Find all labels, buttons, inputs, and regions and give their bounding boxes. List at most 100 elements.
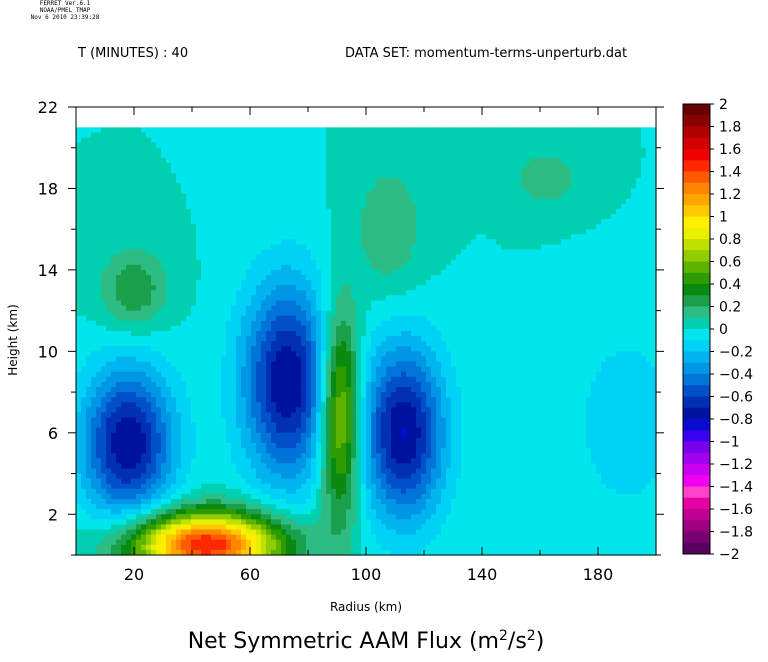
field-cell xyxy=(456,198,462,205)
field-cell xyxy=(476,178,482,184)
field-cell xyxy=(266,275,272,281)
field-cell xyxy=(211,315,217,322)
field-cell xyxy=(651,163,657,169)
field-cell xyxy=(396,234,402,240)
field-cell xyxy=(411,325,417,332)
field-cell xyxy=(196,127,202,134)
field-cell xyxy=(476,320,482,327)
field-cell xyxy=(546,295,552,302)
field-cell xyxy=(501,305,507,312)
field-cell xyxy=(146,234,152,240)
field-cell xyxy=(246,275,252,281)
field-cell xyxy=(221,173,227,179)
field-cell xyxy=(601,320,607,327)
field-cell xyxy=(286,198,292,205)
field-cell xyxy=(236,244,242,251)
field-cell xyxy=(381,173,387,179)
field-cell xyxy=(646,142,652,149)
field-cell xyxy=(241,239,247,246)
field-cell xyxy=(631,320,637,327)
field-cell xyxy=(591,331,597,337)
field-cell xyxy=(526,229,532,235)
field-cell xyxy=(231,285,237,291)
field-cell xyxy=(501,249,507,256)
field-cell xyxy=(371,157,377,164)
field-cell xyxy=(401,183,407,190)
field-cell xyxy=(516,137,522,144)
field-cell xyxy=(111,203,117,210)
field-cell xyxy=(566,295,572,302)
field-cell xyxy=(221,229,227,235)
field-cell xyxy=(316,188,322,195)
field-cell xyxy=(146,173,152,179)
field-cell xyxy=(131,132,137,139)
field-cell xyxy=(501,168,507,174)
field-cell xyxy=(471,132,477,139)
field-cell xyxy=(301,239,307,246)
field-cell xyxy=(171,249,177,256)
field-cell xyxy=(101,305,107,312)
field-cell xyxy=(421,300,427,307)
field-cell xyxy=(146,132,152,139)
field-cell xyxy=(351,178,357,184)
field-cell xyxy=(406,315,412,322)
field-cell xyxy=(201,183,207,190)
field-cell xyxy=(156,219,162,225)
field-cell xyxy=(266,244,272,251)
field-cell xyxy=(651,290,657,296)
field-cell xyxy=(146,229,152,235)
field-cell xyxy=(561,320,567,327)
field-cell xyxy=(576,234,582,240)
field-cell xyxy=(476,193,482,200)
field-cell xyxy=(276,305,282,312)
field-cell xyxy=(521,219,527,225)
field-cell xyxy=(231,280,237,286)
field-cell xyxy=(261,173,267,179)
field-cell xyxy=(331,157,337,164)
field-cell xyxy=(391,132,397,139)
field-cell xyxy=(451,137,457,144)
field-cell xyxy=(426,290,432,296)
field-cell xyxy=(211,234,217,240)
field-cell xyxy=(601,229,607,235)
field-cell xyxy=(646,239,652,246)
field-cell xyxy=(431,234,437,240)
field-cell xyxy=(441,203,447,210)
field-cell xyxy=(161,127,167,134)
field-cell xyxy=(156,325,162,332)
field-cell xyxy=(246,269,252,276)
field-cell xyxy=(321,341,327,347)
field-cell xyxy=(286,310,292,317)
field-cell xyxy=(341,219,347,225)
field-cell xyxy=(321,254,327,261)
field-cell xyxy=(421,259,427,266)
field-cell xyxy=(316,193,322,200)
field-cell xyxy=(571,208,577,215)
field-cell xyxy=(271,183,277,190)
field-cell xyxy=(196,254,202,261)
field-cell xyxy=(186,275,192,281)
field-cell xyxy=(566,269,572,276)
field-cell xyxy=(591,208,597,215)
field-cell xyxy=(366,142,372,149)
field-cell xyxy=(596,295,602,302)
field-cell xyxy=(571,213,577,220)
field-cell xyxy=(406,203,412,210)
field-cell xyxy=(536,320,542,327)
field-cell xyxy=(526,152,532,159)
field-cell xyxy=(626,219,632,225)
field-cell xyxy=(501,193,507,200)
field-cell xyxy=(231,310,237,317)
field-cell xyxy=(291,163,297,169)
field-cell xyxy=(566,147,572,154)
field-cell xyxy=(271,310,277,317)
field-cell xyxy=(516,203,522,210)
field-cell xyxy=(401,336,407,342)
field-cell xyxy=(576,254,582,261)
field-cell xyxy=(321,168,327,174)
field-cell xyxy=(266,208,272,215)
field-cell xyxy=(401,234,407,240)
field-cell xyxy=(496,188,502,195)
field-cell xyxy=(351,269,357,276)
field-cell xyxy=(426,264,432,271)
